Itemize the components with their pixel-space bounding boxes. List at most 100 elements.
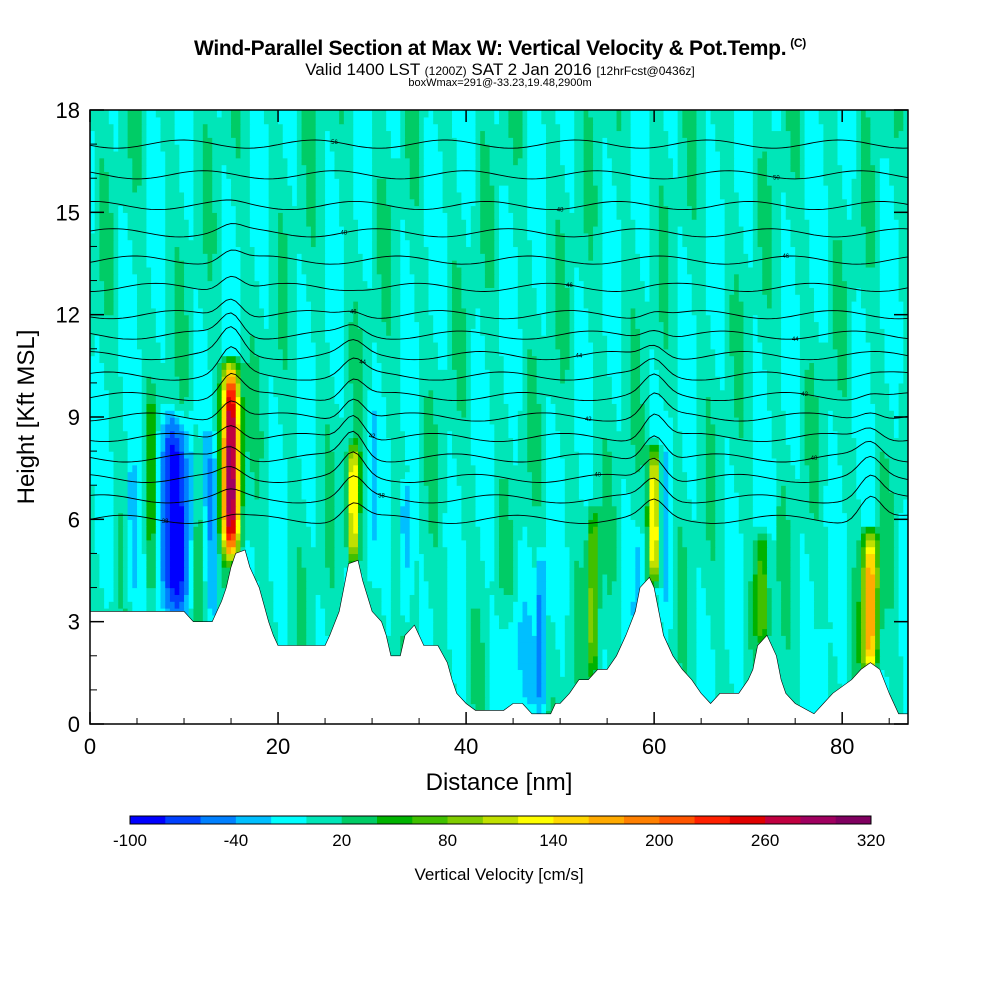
field-cell	[249, 451, 265, 459]
field-cell	[348, 348, 364, 357]
field-cell	[593, 410, 618, 418]
field-cell	[202, 560, 209, 568]
field-cell	[282, 362, 289, 370]
field-cell	[593, 389, 613, 398]
field-cell	[823, 505, 843, 514]
field-cell	[414, 294, 430, 302]
field-cell	[846, 526, 862, 534]
field-cell	[235, 526, 242, 534]
field-cell	[668, 567, 674, 575]
field-cell	[127, 560, 133, 568]
field-cell	[325, 294, 345, 302]
field-cell	[216, 594, 227, 602]
field-cell	[546, 519, 566, 527]
field-cell	[536, 676, 542, 684]
field-cell	[828, 601, 848, 609]
field-cell	[499, 580, 514, 589]
field-cell	[893, 492, 908, 500]
field-cell	[668, 526, 674, 534]
field-cell	[423, 417, 434, 425]
field-cell	[851, 648, 857, 657]
field-cell	[221, 519, 227, 527]
field-cell	[536, 369, 561, 377]
field-cell	[174, 246, 180, 254]
field-cell	[757, 587, 768, 595]
field-cell	[489, 642, 519, 650]
field-cell	[752, 369, 768, 377]
field-cell	[517, 655, 538, 664]
field-cell	[621, 362, 632, 370]
field-cell	[654, 553, 660, 561]
field-cell	[362, 457, 368, 466]
field-cell	[362, 505, 368, 514]
field-cell	[790, 553, 801, 561]
field-cell	[865, 553, 876, 561]
field-cell	[630, 505, 646, 514]
field-cell	[231, 410, 237, 418]
field-cell	[447, 485, 462, 493]
field-cell	[484, 253, 495, 261]
field-cell	[879, 567, 895, 575]
field-cell	[781, 628, 792, 636]
field-cell	[696, 573, 702, 582]
field-cell	[202, 553, 209, 561]
field-cell	[475, 321, 481, 329]
field-cell	[860, 662, 867, 671]
field-cell	[151, 273, 166, 282]
field-cell	[470, 635, 481, 643]
field-cell	[216, 587, 227, 595]
field-cell	[127, 478, 138, 486]
field-cell	[555, 423, 575, 432]
field-cell	[748, 594, 754, 602]
field-cell	[268, 253, 279, 261]
field-cell	[715, 676, 730, 684]
field-cell	[325, 505, 336, 514]
field-cell	[325, 498, 336, 507]
field-cell	[287, 526, 312, 534]
field-cell	[696, 341, 712, 350]
field-cell	[367, 567, 392, 575]
field-cell	[494, 266, 500, 275]
field-cell	[118, 594, 124, 602]
field-cell	[165, 246, 176, 254]
field-cell	[221, 355, 227, 364]
field-cell	[339, 403, 345, 411]
field-cell	[409, 553, 425, 561]
field-cell	[451, 280, 462, 288]
field-cell	[494, 505, 500, 514]
field-cell	[677, 314, 698, 323]
field-cell	[419, 635, 434, 643]
field-cell	[668, 492, 674, 500]
field-cell	[216, 505, 223, 514]
field-cell	[198, 423, 213, 432]
field-cell	[122, 580, 129, 589]
field-cell	[357, 314, 383, 323]
field-cell	[846, 614, 853, 623]
field-cell	[104, 294, 115, 302]
field-cell	[903, 669, 908, 677]
field-cell	[705, 464, 716, 473]
field-cell	[221, 478, 227, 486]
field-cell	[621, 567, 636, 575]
field-cell	[875, 423, 895, 432]
field-cell	[668, 301, 679, 309]
field-cell	[527, 369, 538, 377]
field-cell	[451, 669, 467, 677]
field-cell	[202, 478, 209, 486]
field-cell	[146, 567, 157, 575]
field-cell	[348, 478, 359, 486]
field-cell	[447, 594, 467, 602]
field-cell	[640, 335, 665, 343]
field-cell	[663, 532, 669, 541]
field-cell	[419, 369, 458, 377]
field-cell	[221, 301, 242, 309]
field-cell	[621, 423, 632, 432]
field-cell	[729, 307, 745, 316]
field-cell	[668, 246, 679, 254]
field-cell	[752, 567, 759, 575]
field-cell	[499, 328, 524, 336]
field-cell	[569, 567, 575, 575]
field-cell	[710, 642, 726, 650]
field-cell	[184, 553, 190, 561]
field-cell	[193, 567, 204, 575]
